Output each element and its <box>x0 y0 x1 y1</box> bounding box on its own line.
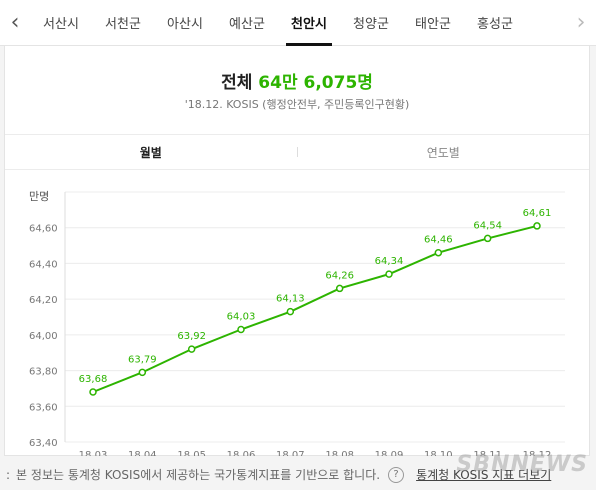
total-value: 64만 6,075명 <box>258 73 373 93</box>
population-line-chart: 만명 63,40 63,60 63,80 64,00 64,20 64,40 64,60 18,… <box>29 190 565 461</box>
tab-region-6[interactable]: 태안군 <box>415 17 451 32</box>
tab-yearly[interactable]: 연도별 <box>426 145 460 160</box>
x-tick-label: 18,06 <box>227 450 256 456</box>
bullet-marker: : <box>6 467 11 482</box>
region-tabs: 서산시 서천군 아산시 예산군 천안시 청양군 태안군 홍성군 <box>30 0 566 46</box>
data-label: 63,68 <box>79 374 108 385</box>
tab-region-2[interactable]: 아산시 <box>167 17 203 32</box>
data-point <box>187 345 196 353</box>
data-label: 64,54 <box>473 220 502 231</box>
x-tick-label: 18,10 <box>424 450 453 456</box>
data-source: '18.12. KOSIS (행정안전부, 주민등록인구현황) <box>184 98 410 111</box>
watermark: SBNNEWS <box>456 452 588 477</box>
tab-region-5[interactable]: 청양군 <box>353 17 389 32</box>
chevron-right-icon[interactable]: › <box>576 10 586 35</box>
x-tick-label: 18,09 <box>375 450 404 456</box>
data-point <box>483 234 492 243</box>
x-tick-label: 18,04 <box>128 450 157 456</box>
tab-region-7[interactable]: 홍성군 <box>477 17 513 32</box>
tab-region-4[interactable]: 천안시 <box>278 0 340 46</box>
x-tick-label: 18,03 <box>79 450 108 456</box>
data-point <box>335 284 344 293</box>
y-tick-label: 64,20 <box>29 295 58 306</box>
chevron-left-icon[interactable]: ‹ <box>10 10 20 35</box>
data-label: 64,03 <box>227 312 256 323</box>
kosis-more-link[interactable]: 통계청 KOSIS 지표 더보기 <box>416 468 552 482</box>
population-card: 전체 64만 6,075명 '18.12. KOSIS (행정안전부, 주민등록… <box>4 46 590 461</box>
data-label: 64,34 <box>375 256 404 267</box>
data-point <box>89 388 97 396</box>
footer-note: 본 정보는 통계청 KOSIS에서 제공하는 국가통계지표를 기반으로 합니다. <box>16 468 381 482</box>
tab-region-1[interactable]: 서천군 <box>105 17 141 32</box>
x-tick-label: 18,08 <box>325 450 354 456</box>
data-point <box>434 248 443 257</box>
footer: : 본 정보는 통계청 KOSIS에서 제공하는 국가통계지표를 기반으로 합니… <box>0 459 596 490</box>
population-total: 전체 64만 6,075명 <box>5 68 589 93</box>
x-tick-label: 18,07 <box>276 450 305 456</box>
tab-region-3[interactable]: 예산군 <box>229 17 265 32</box>
chart-area: 만명 63,40 63,60 63,80 64,00 64,20 64,40 64,60 18,… <box>5 170 589 461</box>
total-label: 전체 <box>221 73 253 93</box>
data-label: 64,13 <box>276 294 305 305</box>
y-unit-label: 만명 <box>29 190 49 203</box>
data-label: 63,79 <box>128 354 157 365</box>
y-tick-label: 64,00 <box>29 331 58 342</box>
y-tick-label: 63,80 <box>29 367 58 378</box>
data-label: 64,46 <box>424 235 453 246</box>
data-label: 64,61 <box>523 208 552 219</box>
y-tick-label: 63,40 <box>29 438 58 449</box>
data-point <box>138 368 147 377</box>
x-tick-label: 18,12 <box>523 450 552 456</box>
region-tabbar: ‹ 서산시 서천군 아산시 예산군 천안시 청양군 태안군 홍성군 › <box>0 0 596 46</box>
y-tick-label: 63,60 <box>29 402 58 413</box>
x-tick-label: 18,05 <box>177 450 206 456</box>
y-tick-label: 64,40 <box>29 259 58 270</box>
x-tick-label: 18,11 <box>473 450 502 456</box>
data-point <box>385 270 393 278</box>
series-line <box>92 224 538 393</box>
data-label: 64,26 <box>325 270 354 281</box>
data-label: 63,92 <box>177 331 206 342</box>
y-tick-label: 64,60 <box>29 224 58 235</box>
question-icon[interactable]: ? <box>388 466 405 483</box>
data-point <box>237 325 245 334</box>
tab-region-0[interactable]: 서산시 <box>43 17 79 32</box>
divider <box>296 147 298 157</box>
data-point <box>286 307 295 316</box>
data-point <box>533 222 541 230</box>
period-toggle: 월별 연도별 <box>5 134 589 170</box>
tab-monthly[interactable]: 월별 <box>139 145 162 160</box>
